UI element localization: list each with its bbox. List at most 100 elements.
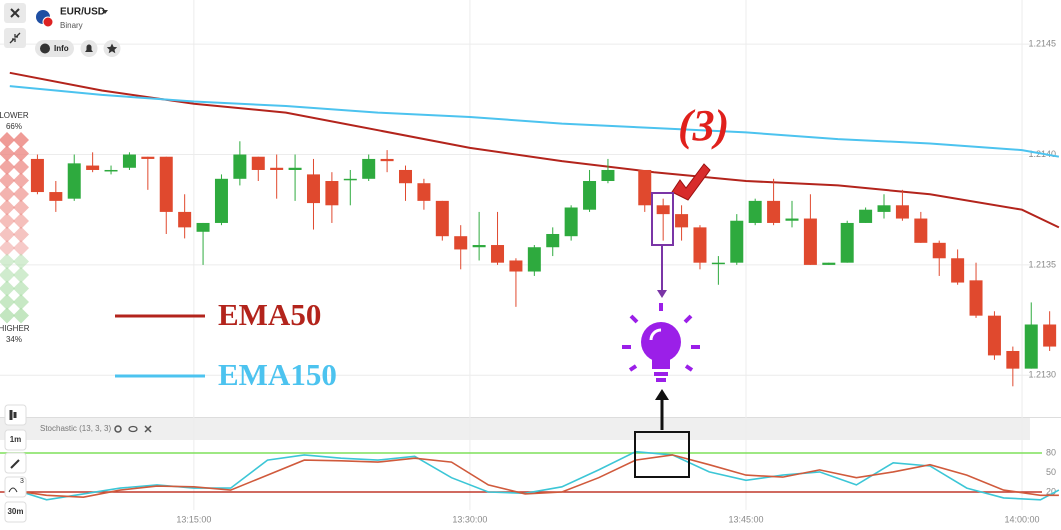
highlight-box-stochastic <box>634 431 690 478</box>
sentiment-diamond <box>13 253 29 270</box>
candle-body <box>141 156 155 159</box>
chart-type-icon <box>9 410 17 420</box>
sentiment-diamond <box>13 145 29 162</box>
flag-us <box>42 16 54 28</box>
ema-line <box>9 71 1060 229</box>
candle-body <box>711 262 725 265</box>
candle-body <box>583 181 597 210</box>
pencil-icon <box>10 459 20 469</box>
arrow-head-up <box>655 389 669 400</box>
y-tick-label: 1.2135 <box>1028 259 1056 269</box>
candle-body <box>730 220 744 263</box>
expiry-button[interactable] <box>4 501 27 523</box>
timeframe-label: 1m <box>10 435 22 444</box>
timeframe-button[interactable] <box>4 429 27 451</box>
sentiment-diamond <box>13 280 29 297</box>
visibility-icon[interactable] <box>128 425 138 433</box>
symbol: EUR/USD <box>60 7 105 18</box>
candle-body <box>343 178 357 181</box>
sentiment-diamond <box>0 307 15 324</box>
symbol-header[interactable]: EUR/USD Binary <box>36 7 108 30</box>
info-icon <box>40 43 50 54</box>
expiry-label: 30m <box>7 507 23 516</box>
candle-body <box>435 200 449 237</box>
candle-body <box>288 167 302 170</box>
sentiment-diamond <box>0 199 15 216</box>
candle-body <box>951 258 965 283</box>
candle-body <box>417 183 431 201</box>
info-label: Info <box>54 44 69 53</box>
indicators-button[interactable] <box>4 476 27 498</box>
candle-body <box>859 209 873 223</box>
highlight-box <box>651 192 674 246</box>
higher-percent: 34% <box>6 335 22 344</box>
settings-icon[interactable] <box>114 425 122 433</box>
lightbulb-icon <box>622 303 700 382</box>
collapse-button[interactable] <box>4 28 26 48</box>
lower-percent: 66% <box>6 122 22 131</box>
x-tick-label: 13:45:00 <box>728 514 763 524</box>
candle-body <box>454 236 468 250</box>
candle-body <box>840 222 854 263</box>
candle-body <box>472 245 486 248</box>
lower-label: LOWER <box>0 111 29 120</box>
candle-body <box>251 156 265 170</box>
sentiment-diamond <box>13 186 29 202</box>
sentiment-diamond <box>0 294 15 310</box>
sentiment-diamond <box>13 213 29 229</box>
indicator-title: Stochastic (13, 3, 3) <box>40 424 111 433</box>
candle-body <box>86 165 100 170</box>
candle-body <box>49 192 63 201</box>
sentiment-diamond <box>13 199 29 216</box>
stochastic-line <box>9 454 1059 499</box>
sentiment-diamond <box>13 172 29 189</box>
sentiment-diamond <box>0 172 15 189</box>
y-tick-label: 50 <box>1046 467 1056 477</box>
sentiment-diamond <box>0 226 15 243</box>
x-tick-label: 13:30:00 <box>452 514 487 524</box>
x-tick-label: 14:00:00 <box>1005 514 1040 524</box>
sentiment-diamond <box>0 240 15 256</box>
candle-body <box>987 315 1001 356</box>
candle-body <box>178 211 192 228</box>
bell-icon <box>85 44 93 52</box>
candle-body <box>306 174 320 204</box>
step-annotation: (3) <box>678 101 729 150</box>
y-tick-label: 80 <box>1046 447 1056 457</box>
x-tick-label: 13:15:00 <box>176 514 211 524</box>
higher-label: HIGHER <box>0 324 30 333</box>
candle-body <box>233 154 247 179</box>
candle-body <box>546 233 560 248</box>
sentiment-diamond <box>13 132 29 148</box>
dropdown-caret <box>102 10 108 14</box>
candle-body <box>159 156 173 212</box>
candle-body <box>767 200 781 223</box>
candle-body <box>785 218 799 221</box>
sentiment-diamond <box>0 132 15 148</box>
sentiment-diamond <box>13 294 29 310</box>
candle-body <box>693 227 707 263</box>
candle-body <box>104 169 118 172</box>
ema-line <box>9 85 1060 158</box>
candle-body <box>914 218 928 243</box>
candle-body <box>675 214 689 228</box>
candle-body <box>30 158 44 193</box>
sentiment-diamond <box>0 253 15 270</box>
star-icon <box>106 43 118 54</box>
candle-body <box>380 158 394 162</box>
candle-body <box>1043 324 1057 347</box>
candle-body <box>803 218 817 265</box>
candle-body <box>638 169 652 206</box>
candle-body <box>601 169 615 182</box>
candle-body <box>1006 350 1020 369</box>
candle-body <box>122 154 136 168</box>
candle-body <box>196 222 210 232</box>
sentiment-diamond <box>0 145 15 162</box>
y-tick-label: 1.2130 <box>1028 370 1056 380</box>
candle-body <box>214 178 228 223</box>
legend-label: EMA50 <box>218 297 321 332</box>
remove-indicator-icon[interactable] <box>144 425 152 433</box>
candle-body <box>822 262 836 265</box>
